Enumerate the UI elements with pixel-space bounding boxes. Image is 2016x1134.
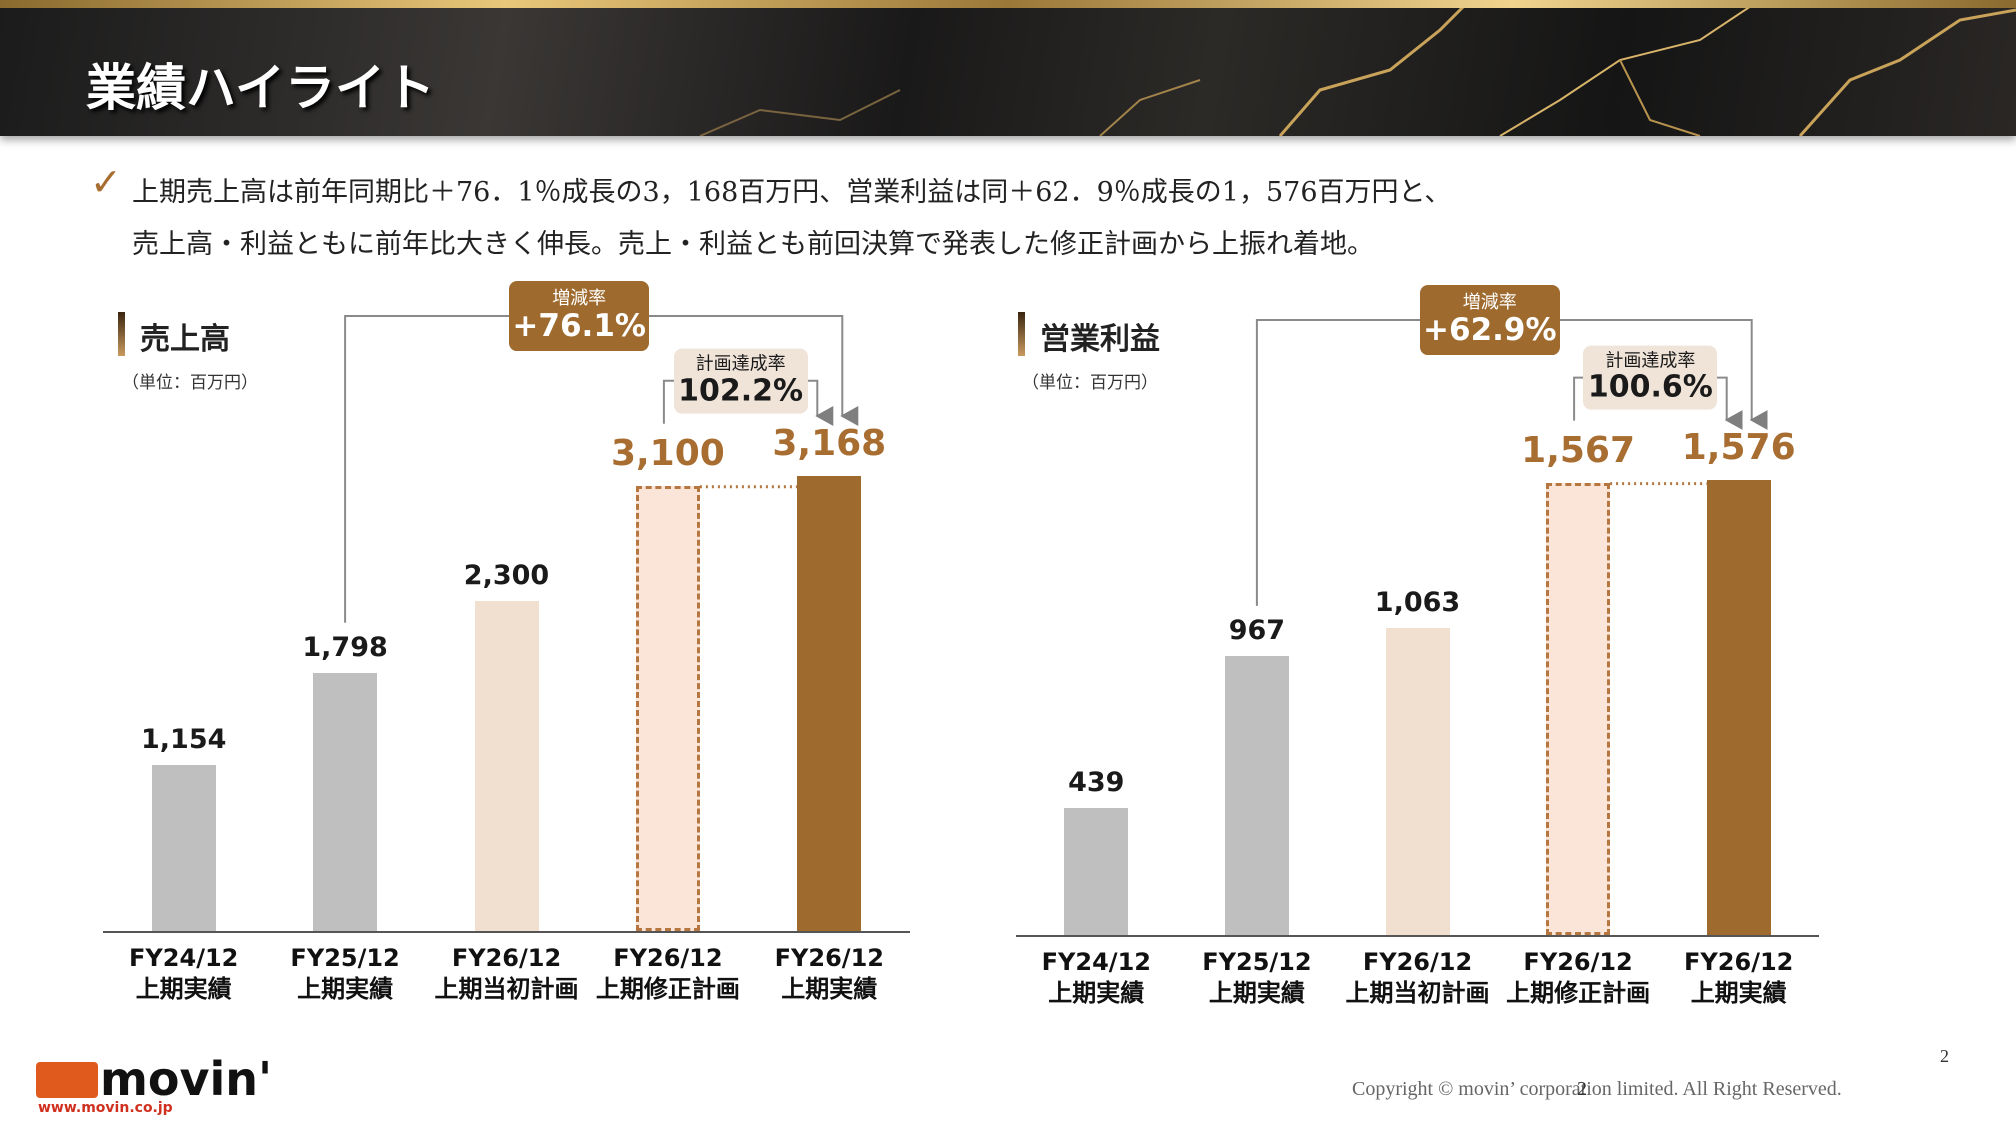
value-label: 1,576 — [1681, 427, 1796, 468]
growth-value: +76.1% — [512, 307, 646, 344]
bar — [635, 485, 700, 931]
bar — [797, 476, 862, 931]
growth-badge: 増減率 +76.1% — [509, 281, 650, 351]
plan-badge: 計画達成率 100.6% — [1583, 345, 1718, 410]
marble-texture — [699, 0, 2016, 136]
value-label: 1,798 — [302, 631, 388, 663]
value-label: 1,063 — [1374, 587, 1461, 619]
growth-label: 増減率 — [552, 288, 607, 310]
x-tick-label: FY26/12 上期実績 — [774, 944, 884, 1004]
x-axis — [103, 931, 910, 933]
x-tick-label: FY24/12 上期実績 — [1041, 948, 1151, 1008]
bar — [474, 600, 539, 931]
bar — [151, 765, 216, 931]
bar — [1546, 482, 1611, 935]
value-label: 3,168 — [772, 423, 887, 464]
plan-badge: 計画達成率 102.2% — [673, 348, 808, 414]
check-icon: ✓ — [90, 160, 122, 204]
value-label: 967 — [1228, 614, 1286, 646]
value-label: 2,300 — [463, 559, 550, 591]
page-number: 2 — [1940, 1046, 1949, 1066]
unit-label: （単位：百万円） — [1022, 373, 1158, 393]
value-label: 3,100 — [610, 432, 725, 474]
plan-label: 計画達成率 — [1605, 350, 1696, 372]
bar — [1385, 628, 1450, 935]
logo-text: movin' — [100, 1052, 273, 1106]
growth-badge: 増減率 +62.9% — [1419, 285, 1560, 355]
plan-label: 計画達成率 — [695, 353, 786, 375]
value-label: 439 — [1068, 767, 1125, 799]
gold-border — [0, 0, 2016, 8]
value-label: 1,154 — [140, 724, 227, 756]
chart-title: 売上高 — [140, 322, 230, 357]
plan-value: 102.2% — [678, 373, 804, 409]
x-tick-label: FY26/12 上期修正計画 — [1506, 948, 1651, 1008]
x-tick-label: FY26/12 上期修正計画 — [595, 944, 740, 1004]
x-tick-label: FY26/12 上期実績 — [1684, 948, 1794, 1008]
growth-value: +62.9% — [1423, 311, 1557, 348]
bar — [313, 672, 378, 931]
summary-line: 売上高・利益ともに前年比大きく伸長。売上・利益とも前回決算で発表した修正計画から… — [132, 229, 1374, 260]
title-accent — [118, 312, 125, 356]
x-tick-label: FY26/12 上期当初計画 — [434, 944, 579, 1004]
title-accent — [1018, 312, 1025, 356]
value-label: 1,567 — [1521, 429, 1636, 471]
bar — [1224, 655, 1289, 935]
copyright: Copyright © movin’ corporation limited. … — [1352, 1078, 1842, 1100]
page-number: 2 — [1577, 1078, 1587, 1100]
unit-label: （単位：百万円） — [122, 373, 258, 393]
x-tick-label: FY26/12 上期当初計画 — [1345, 948, 1490, 1008]
bar — [1706, 480, 1771, 935]
chart-title: 営業利益 — [1040, 322, 1160, 357]
x-tick-label: FY25/12 上期実績 — [290, 944, 400, 1004]
logo-mark — [36, 1062, 98, 1098]
x-tick-label: FY24/12 上期実績 — [129, 944, 239, 1004]
page-title: 業績ハイライト — [86, 58, 435, 117]
bar — [1064, 808, 1129, 935]
plan-value: 100.6% — [1587, 369, 1713, 405]
summary-line: 上期売上高は前年同期比＋76．1％成長の3，168百万円、営業利益は同＋62．9… — [132, 177, 1452, 208]
header-band — [0, 0, 2016, 136]
growth-label: 増減率 — [1462, 292, 1517, 314]
x-axis — [1016, 935, 1819, 937]
x-tick-label: FY25/12 上期実績 — [1202, 948, 1312, 1008]
logo-url: www.movin.co.jp — [38, 1100, 173, 1116]
